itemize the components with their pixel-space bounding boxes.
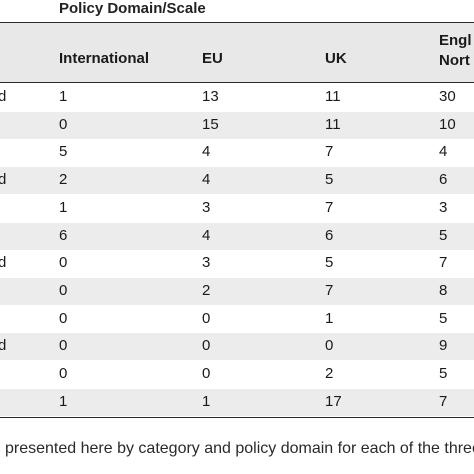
table-bottom-rule	[0, 417, 474, 418]
table-cell-international: 1	[59, 198, 68, 216]
table-row: 1 1 17 7	[0, 388, 474, 416]
column-header-international: International	[59, 50, 150, 67]
column-header-eu: EU	[202, 50, 223, 67]
table-cell-eu: 0	[202, 309, 211, 327]
table-cell-eu: 4	[202, 226, 211, 244]
table-cell-international: 0	[59, 115, 68, 133]
row-stub-label: d	[0, 88, 7, 105]
table-row: 0 0 2 5	[0, 361, 474, 388]
table-row: 6 4 6 5	[0, 222, 474, 250]
column-header-uk: UK	[325, 50, 347, 67]
table-cell-eu: 1	[202, 392, 211, 410]
table-cell-eu: 0	[202, 365, 211, 382]
table-cell-international: 0	[59, 309, 68, 327]
table-cell-eng: 5	[439, 226, 448, 244]
caption-text: presented here by category and policy do…	[5, 440, 474, 457]
table-cell-eu: 3	[202, 254, 211, 272]
row-stub-label: d	[0, 337, 7, 355]
table-row: d 2 4 5 6	[0, 167, 474, 195]
row-stub-label: d	[0, 171, 7, 189]
table-row: 0 0 1 5	[0, 306, 474, 333]
table-cell-eu: 15	[202, 115, 219, 133]
table-row: 5 4 7 4	[0, 139, 474, 166]
table-cell-international: 0	[59, 254, 68, 272]
table-row: 0 2 7 8	[0, 277, 474, 305]
table-cell-eng: 7	[439, 392, 448, 410]
table-header-band	[0, 22, 474, 82]
table-cell-uk: 6	[325, 226, 334, 244]
table-row: d 0 3 5 7	[0, 250, 474, 277]
table-cell-eng: 10	[439, 115, 456, 133]
table-cell-uk: 11	[325, 115, 341, 133]
table-cell-eu: 13	[202, 88, 219, 105]
table-cell-uk: 5	[325, 254, 334, 272]
table-cell-eng: 8	[439, 281, 448, 299]
table-row: 0 15 11 10	[0, 111, 474, 139]
table-cell-uk: 11	[325, 88, 341, 105]
table-cell-eng: 5	[439, 309, 448, 327]
column-header-england-line2: Nort	[439, 52, 470, 69]
table-row: 1 3 7 3	[0, 195, 474, 222]
table-cell-eng: 30	[439, 88, 456, 105]
table-cell-uk: 7	[325, 198, 334, 216]
table-cell-international: 1	[59, 392, 68, 410]
table-cell-eng: 9	[439, 337, 448, 355]
header-top-rule	[0, 22, 474, 23]
row-stub-label: d	[0, 254, 7, 272]
table-row: d 1 13 11 30	[0, 84, 474, 111]
table-cell-uk: 1	[325, 309, 334, 327]
table-cell-uk: 0	[325, 337, 334, 355]
table-group-header: Policy Domain/Scale	[59, 0, 206, 17]
table-cell-uk: 2	[325, 365, 334, 382]
table-cell-international: 1	[59, 88, 68, 105]
column-header-england-line1: Engl	[439, 32, 472, 49]
table-cell-eng: 4	[439, 143, 448, 161]
table-cell-eu: 4	[202, 143, 211, 161]
table-cell-international: 2	[59, 171, 68, 189]
table-cell-eng: 7	[439, 254, 448, 272]
table-cell-international: 0	[59, 337, 68, 355]
table-cell-eu: 4	[202, 171, 211, 189]
table-cell-eu: 2	[202, 281, 211, 299]
table-cell-uk: 17	[325, 392, 342, 410]
table-cell-eng: 6	[439, 171, 448, 189]
table-cell-international: 5	[59, 143, 68, 161]
table-cell-international: 6	[59, 226, 68, 244]
table-cell-international: 0	[59, 365, 68, 382]
table-cell-eu: 0	[202, 337, 211, 355]
header-bottom-rule	[0, 82, 474, 83]
column-header-england: Engl Nort	[439, 31, 472, 71]
table-cell-eng: 5	[439, 365, 448, 382]
table-cell-eu: 3	[202, 198, 211, 216]
table-cell-uk: 7	[325, 143, 334, 161]
table-cell-uk: 7	[325, 281, 334, 299]
table-cell-eng: 3	[439, 198, 448, 216]
table-row: d 0 0 0 9	[0, 333, 474, 361]
table-cell-international: 0	[59, 281, 68, 299]
table-caption: presented here by category and policy do…	[0, 434, 474, 474]
table-cell-uk: 5	[325, 171, 334, 189]
